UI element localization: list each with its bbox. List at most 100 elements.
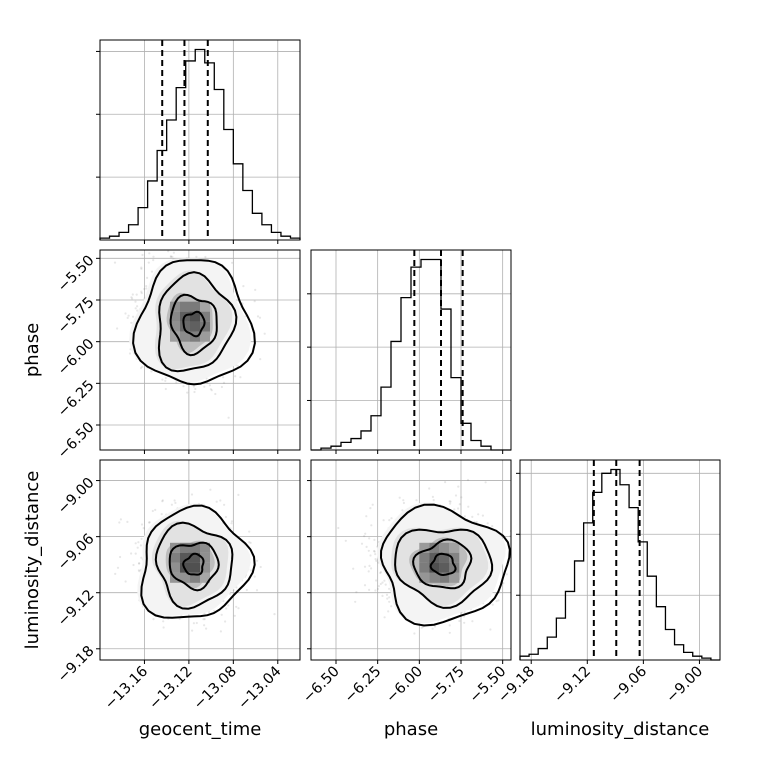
- density-pixel: [170, 562, 180, 573]
- sample-point: [368, 588, 371, 592]
- sample-point: [119, 518, 122, 521]
- sample-point: [466, 478, 470, 482]
- sample-point: [140, 266, 143, 269]
- sample-point: [220, 613, 223, 616]
- sample-point: [388, 596, 391, 599]
- sample-point: [471, 515, 474, 519]
- sample-point: [127, 314, 130, 317]
- sample-point: [131, 293, 134, 296]
- sample-point: [365, 545, 368, 549]
- density-pixel: [180, 331, 190, 342]
- density-pixel: [180, 542, 190, 553]
- y-tick-label: −5.50: [55, 253, 98, 296]
- sample-point: [191, 629, 194, 632]
- sample-point: [205, 627, 208, 630]
- sample-point: [170, 503, 173, 506]
- sample-point: [137, 562, 141, 565]
- sample-point: [130, 552, 133, 555]
- contour-level-2: [169, 293, 218, 357]
- sample-point: [113, 261, 117, 264]
- y-tick-label: −6.25: [55, 378, 98, 421]
- hist-grid: [100, 40, 300, 240]
- sample-point: [367, 570, 370, 573]
- sample-point: [369, 507, 372, 510]
- panel-frame: [310, 249, 512, 451]
- sample-point: [175, 381, 178, 384]
- sample-point: [202, 618, 205, 621]
- sample-point: [148, 521, 151, 524]
- sample-point: [511, 513, 513, 515]
- sample-point: [379, 571, 382, 575]
- sample-point: [374, 589, 377, 592]
- sample-point: [134, 552, 137, 555]
- density-pixel: [180, 301, 190, 312]
- x-axis-label-geocent_time: geocent_time: [139, 719, 262, 740]
- density-pixel: [190, 301, 200, 312]
- sample-point: [373, 549, 376, 553]
- sample-point: [209, 488, 212, 491]
- x-tick-label: −13.16: [102, 664, 151, 713]
- sample-point: [352, 567, 355, 570]
- x-tick-label: −9.00: [664, 664, 707, 707]
- sample-point: [124, 580, 127, 583]
- x-tick-label: −9.12: [551, 664, 594, 707]
- sample-point: [189, 244, 191, 246]
- sample-point: [136, 546, 139, 549]
- y-tick-label: −9.00: [55, 475, 98, 518]
- sample-point: [114, 572, 117, 576]
- sample-point: [433, 625, 437, 628]
- sample-point: [171, 255, 174, 258]
- y-tick-label: −9.12: [55, 587, 98, 630]
- density-pixel: [200, 562, 210, 573]
- sample-point: [245, 588, 248, 592]
- y-tick-label: −9.18: [55, 643, 98, 686]
- panel-frame: [99, 39, 301, 241]
- sample-point: [413, 632, 416, 635]
- panel-content: [311, 460, 513, 660]
- sample-point: [116, 327, 119, 330]
- sample-point: [337, 526, 340, 530]
- sample-point: [233, 614, 236, 617]
- sample-point: [152, 259, 155, 262]
- sample-point: [237, 607, 240, 610]
- sample-point: [186, 391, 189, 394]
- sample-point: [248, 541, 251, 544]
- sample-point: [415, 499, 418, 502]
- x-axis-label-phase: phase: [384, 719, 438, 740]
- contour-level-3: [429, 552, 457, 577]
- sample-point: [164, 376, 167, 380]
- sample-point: [164, 387, 167, 391]
- sample-point: [141, 365, 144, 368]
- density-pixel: [200, 552, 210, 563]
- sample-point: [379, 582, 382, 586]
- sample-point: [431, 495, 434, 498]
- sample-point: [398, 496, 401, 499]
- sample-point: [484, 481, 487, 484]
- sample-point: [242, 285, 245, 288]
- density-pixel: [170, 301, 180, 312]
- histogram-luminosity_distance: [519, 468, 720, 661]
- x-tick-label: −6.50: [300, 664, 343, 707]
- sample-point: [401, 509, 404, 512]
- x-tick-label: −5.75: [425, 664, 468, 707]
- density-pixel: [180, 321, 190, 332]
- sample-point: [236, 364, 239, 367]
- sample-point: [162, 626, 165, 629]
- sample-point: [481, 514, 484, 517]
- sample-point: [256, 559, 259, 562]
- sample-point: [375, 579, 378, 582]
- sample-point: [148, 521, 151, 524]
- sample-point: [402, 501, 405, 505]
- density-pixel: [200, 301, 210, 312]
- contour-level-1: [157, 271, 238, 373]
- sample-point: [255, 589, 259, 592]
- contour-level-0: [140, 504, 256, 619]
- sample-point: [237, 493, 240, 496]
- sample-point: [263, 332, 266, 335]
- sample-point: [152, 255, 155, 258]
- sample-point: [373, 550, 376, 553]
- sample-point: [256, 315, 260, 318]
- sample-point: [388, 600, 391, 603]
- sample-point: [382, 519, 385, 522]
- sample-point: [453, 508, 456, 511]
